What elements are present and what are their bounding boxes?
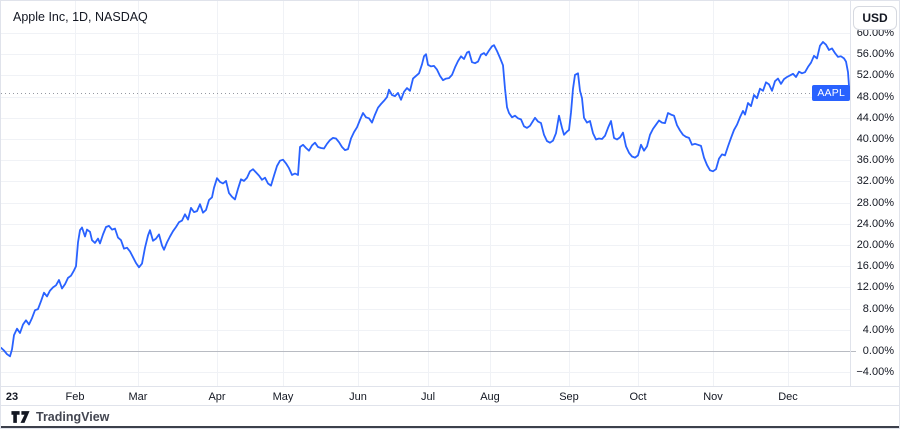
price-axis-label: 48.00% [856,90,894,103]
price-axis-label: 8.00% [862,302,894,315]
last-price-badge: AAPL [812,85,850,102]
price-axis-label: −4.00% [856,366,894,379]
tradingview-logo-icon [11,411,30,423]
time-axis-label: Feb [65,391,85,403]
price-axis-label: 24.00% [856,217,894,230]
symbol-title[interactable]: Apple Inc, 1D, NASDAQ [13,10,148,24]
chart-plot-area[interactable]: Apple Inc, 1D, NASDAQ AAPL [1,1,850,386]
price-axis-label: 36.00% [856,154,894,167]
price-line-chart [1,1,850,386]
tradingview-logo-text: TradingView [36,410,110,424]
price-axis-label: 52.00% [856,69,894,82]
price-axis-label: 28.00% [856,196,894,209]
time-axis-label: Dec [778,391,798,403]
time-axis-label: May [272,391,294,403]
price-axis-label: 56.00% [856,48,894,61]
price-axis[interactable]: USD 60.00% 56.00% 52.00% 48.00% 44.00% 40.00%… [850,1,899,405]
price-axis-label: 16.00% [856,260,894,273]
time-axis-label: Aug [480,391,500,403]
price-axis-label: 12.00% [856,281,894,294]
currency-toggle-button[interactable]: USD [853,6,897,30]
time-axis-label: Apr [208,391,226,403]
price-axis-label: 4.00% [862,323,894,336]
zero-line-tick [851,351,856,352]
time-axis-label: Mar [128,391,148,403]
time-axis-label: Jul [420,391,436,403]
time-axis-label: 23 [5,391,19,403]
time-axis[interactable]: 23 Feb Mar Apr May Jun Jul Aug Sep Oct Nov Dec [1,386,899,405]
time-axis-label: Nov [703,391,723,403]
price-axis-label: 32.00% [856,175,894,188]
attribution-bar: TradingView [1,405,899,428]
price-axis-label: 0.00% [862,345,894,357]
time-axis-label: Oct [629,391,647,403]
tradingview-logo[interactable]: TradingView [11,410,109,424]
price-axis-label: 40.00% [856,133,894,145]
time-axis-label: Sep [559,391,579,403]
bottom-border [1,426,899,428]
price-axis-label: 60.00% [856,27,894,39]
price-axis-label: 44.00% [856,111,894,124]
time-axis-label: Jun [349,391,367,403]
price-axis-label: 20.00% [856,239,894,251]
